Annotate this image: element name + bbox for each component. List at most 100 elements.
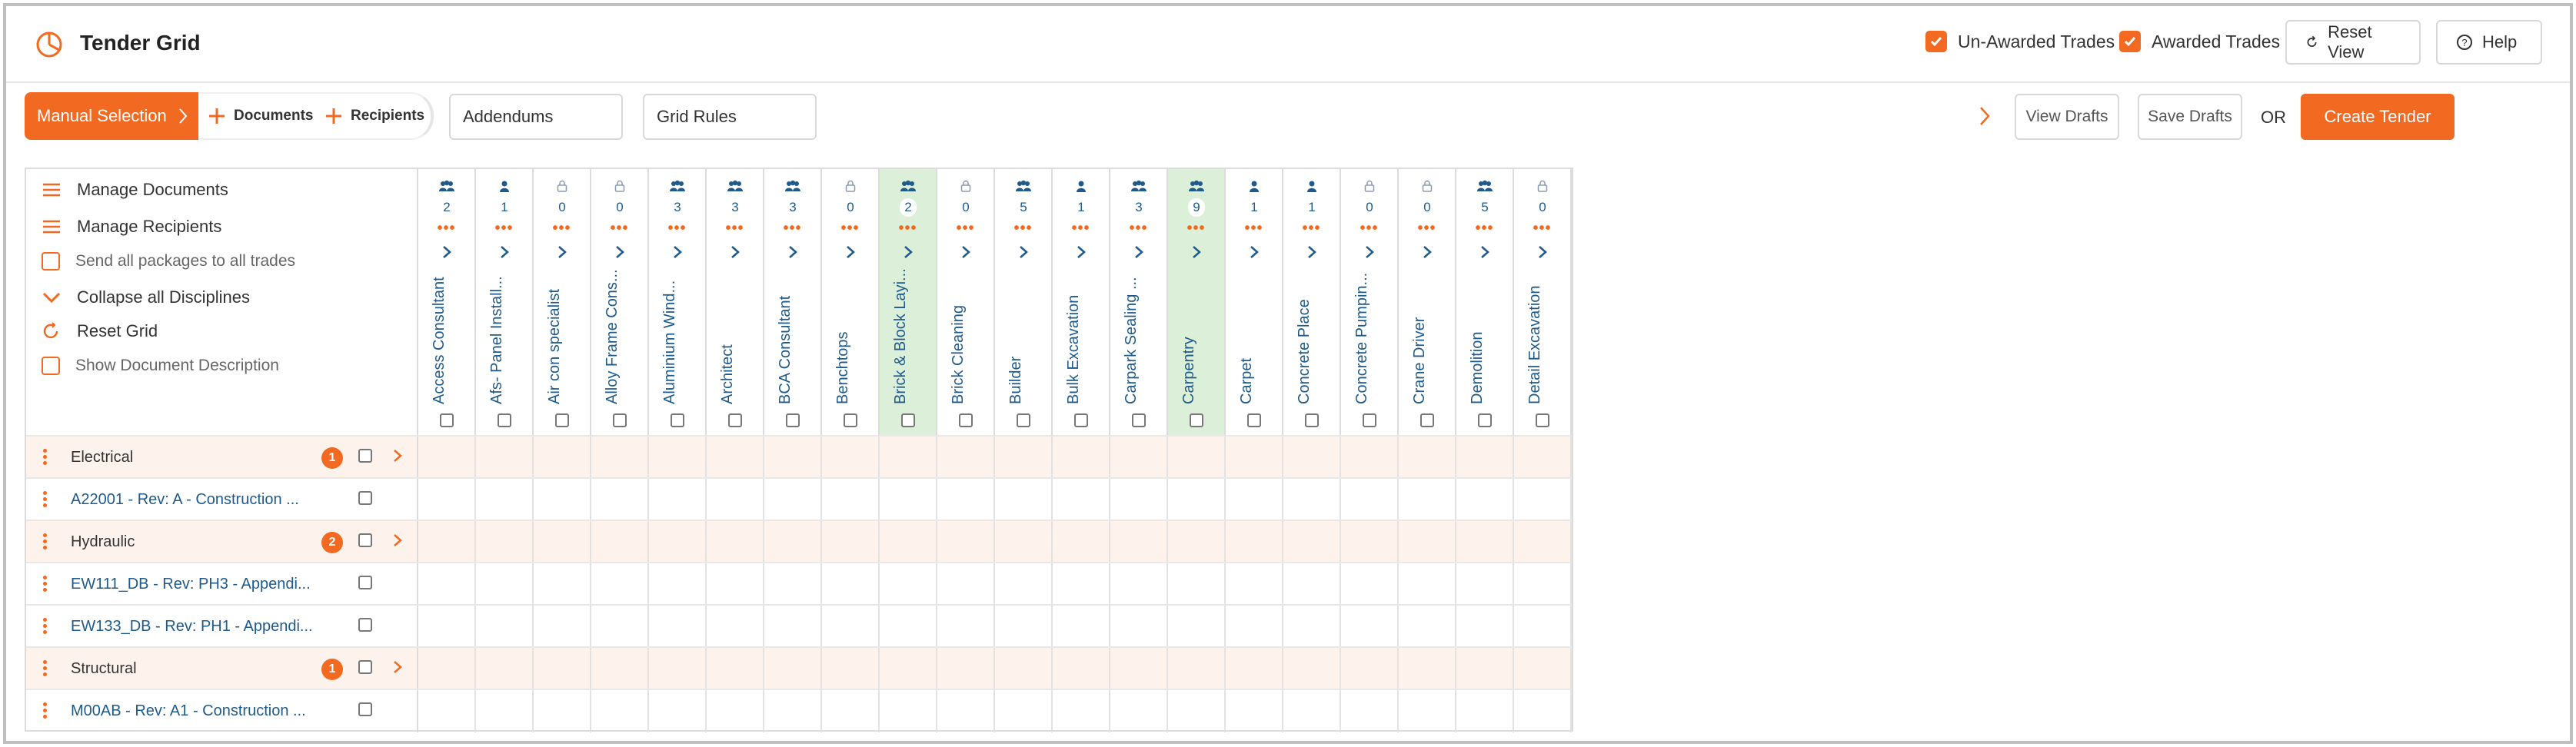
row-select-checkbox[interactable]: [358, 576, 372, 589]
trade-select-checkbox[interactable]: [1017, 413, 1030, 427]
grid-cell[interactable]: [880, 648, 937, 690]
trade-select-checkbox[interactable]: [1132, 413, 1146, 427]
trade-name[interactable]: Bulk Excavation: [1065, 294, 1082, 404]
grid-cell[interactable]: [1514, 648, 1572, 690]
grid-cell[interactable]: [534, 437, 591, 479]
grid-cell[interactable]: [1456, 521, 1514, 563]
grid-cell[interactable]: [649, 521, 707, 563]
chevron-right-icon[interactable]: [764, 244, 820, 264]
grid-cell[interactable]: [1341, 690, 1399, 732]
grid-cell[interactable]: [649, 479, 707, 521]
grid-cell[interactable]: [1168, 437, 1226, 479]
more-options-icon[interactable]: •••: [1244, 220, 1263, 237]
grid-cell[interactable]: [1110, 690, 1168, 732]
grid-cell[interactable]: [995, 690, 1053, 732]
grid-cell[interactable]: [995, 479, 1053, 521]
grid-cell[interactable]: [418, 690, 476, 732]
chevron-right-icon[interactable]: [1341, 244, 1397, 264]
grid-cell[interactable]: [822, 648, 880, 690]
chevron-right-icon[interactable]: [1168, 244, 1224, 264]
grid-cell[interactable]: [649, 690, 707, 732]
manage-recipients-item[interactable]: Manage Recipients: [42, 217, 221, 237]
row-select-checkbox[interactable]: [358, 702, 372, 716]
chevron-right-icon[interactable]: [995, 244, 1051, 264]
grid-cell[interactable]: [476, 521, 534, 563]
grid-cell[interactable]: [1514, 521, 1572, 563]
checkbox-checked-icon[interactable]: [1925, 31, 1947, 52]
row-select-checkbox[interactable]: [358, 660, 372, 674]
chevron-right-icon[interactable]: [822, 244, 878, 264]
grid-cell[interactable]: [1226, 690, 1283, 732]
grid-cell[interactable]: [1341, 563, 1399, 606]
grid-cell[interactable]: [1283, 690, 1341, 732]
document-link[interactable]: EW133_DB - Rev: PH1 - Appendi...: [71, 618, 313, 635]
chevron-right-icon[interactable]: [707, 244, 763, 264]
trade-select-checkbox[interactable]: [440, 413, 454, 427]
grid-cell[interactable]: [649, 563, 707, 606]
trade-name[interactable]: Benchtops: [834, 331, 851, 404]
send-all-packages-item[interactable]: Send all packages to all trades: [42, 252, 295, 271]
more-options-icon[interactable]: •••: [1071, 220, 1090, 237]
chevron-right-icon[interactable]: [1399, 244, 1455, 264]
trade-select-checkbox[interactable]: [555, 413, 569, 427]
chevron-right-icon[interactable]: [1978, 105, 1992, 128]
grid-cell[interactable]: [1341, 648, 1399, 690]
grid-cell[interactable]: [476, 648, 534, 690]
row-select-checkbox[interactable]: [358, 533, 372, 547]
grid-cell[interactable]: [649, 437, 707, 479]
more-options-icon[interactable]: •••: [1417, 220, 1436, 237]
reset-grid-item[interactable]: Reset Grid: [42, 321, 158, 341]
grid-cell[interactable]: [707, 606, 764, 648]
grid-cell[interactable]: [1341, 606, 1399, 648]
more-options-icon[interactable]: •••: [494, 220, 514, 237]
grid-cell[interactable]: [822, 437, 880, 479]
grid-cell[interactable]: [418, 648, 476, 690]
trade-select-checkbox[interactable]: [613, 413, 627, 427]
grid-cell[interactable]: [418, 479, 476, 521]
checkbox-checked-icon[interactable]: [2119, 31, 2141, 52]
trade-name[interactable]: Concrete Pumpin...: [1353, 272, 1370, 404]
grid-cell[interactable]: [822, 479, 880, 521]
grid-cell[interactable]: [1514, 690, 1572, 732]
collapse-all-item[interactable]: Collapse all Disciplines: [42, 287, 250, 307]
grid-cell[interactable]: [822, 521, 880, 563]
view-drafts-button[interactable]: View Drafts: [2015, 94, 2119, 140]
trade-select-checkbox[interactable]: [671, 413, 684, 427]
trade-name[interactable]: Aluminium Wind...: [661, 280, 678, 404]
grid-cell[interactable]: [1168, 606, 1226, 648]
grid-cell[interactable]: [822, 606, 880, 648]
addendums-dropdown[interactable]: Addendums: [449, 94, 623, 140]
chevron-right-icon[interactable]: [1514, 244, 1570, 264]
grid-cell[interactable]: [1168, 563, 1226, 606]
trade-name[interactable]: Detail Excavation: [1526, 285, 1543, 404]
chevron-right-icon[interactable]: [418, 244, 474, 264]
more-options-icon[interactable]: •••: [1129, 220, 1148, 237]
row-select-checkbox[interactable]: [358, 618, 372, 632]
trade-name[interactable]: Carpet: [1238, 357, 1255, 404]
grid-cell[interactable]: [1399, 479, 1456, 521]
save-drafts-button[interactable]: Save Drafts: [2138, 94, 2242, 140]
more-options-icon[interactable]: •••: [437, 220, 456, 237]
grid-cell[interactable]: [476, 606, 534, 648]
grid-cell[interactable]: [1456, 648, 1514, 690]
grid-cell[interactable]: [1456, 690, 1514, 732]
more-options-icon[interactable]: •••: [667, 220, 687, 237]
grid-cell[interactable]: [822, 563, 880, 606]
grid-cell[interactable]: [1399, 563, 1456, 606]
grid-cell[interactable]: [1283, 437, 1341, 479]
grid-cell[interactable]: [1110, 521, 1168, 563]
grid-cell[interactable]: [880, 606, 937, 648]
grid-cell[interactable]: [1226, 648, 1283, 690]
grid-cell[interactable]: [764, 648, 822, 690]
show-description-item[interactable]: Show Document Description: [42, 357, 279, 375]
grid-cell[interactable]: [1053, 690, 1110, 732]
grid-rules-dropdown[interactable]: Grid Rules: [643, 94, 817, 140]
grid-cell[interactable]: [1168, 690, 1226, 732]
send-all-checkbox[interactable]: [42, 252, 60, 271]
more-options-icon[interactable]: •••: [1533, 220, 1552, 237]
grid-cell[interactable]: [707, 648, 764, 690]
grid-cell[interactable]: [534, 606, 591, 648]
grid-cell[interactable]: [476, 437, 534, 479]
grid-cell[interactable]: [1456, 437, 1514, 479]
more-options-icon[interactable]: •••: [898, 220, 917, 237]
